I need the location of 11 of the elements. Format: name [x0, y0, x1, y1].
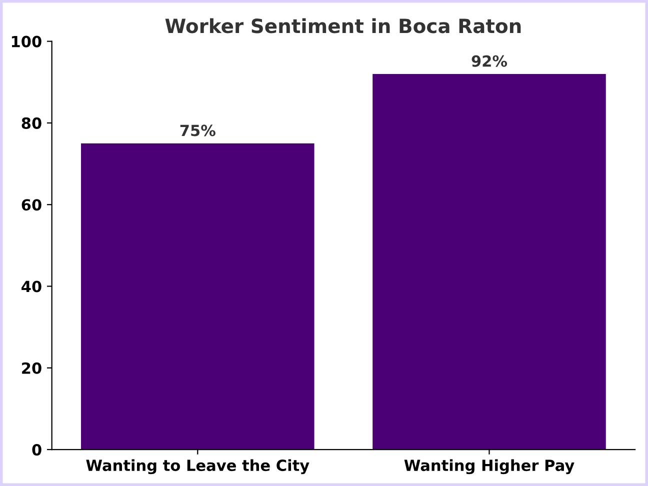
y-tick-label: 100: [12, 36, 42, 48]
y-tick-label: 80: [22, 117, 42, 129]
x-tick-label: Wanting to Leave the City: [86, 459, 310, 474]
y-tick-label: 0: [32, 444, 42, 456]
data-label: 92%: [472, 55, 508, 67]
chart-title: Worker Sentiment in Boca Raton: [165, 18, 521, 34]
y-tick-label: 20: [22, 362, 42, 374]
data-label: 75%: [180, 124, 216, 136]
y-tick-label: 40: [22, 280, 42, 292]
x-tick-label: Wanting Higher Pay: [404, 459, 574, 474]
y-tick-label: 60: [22, 199, 42, 211]
